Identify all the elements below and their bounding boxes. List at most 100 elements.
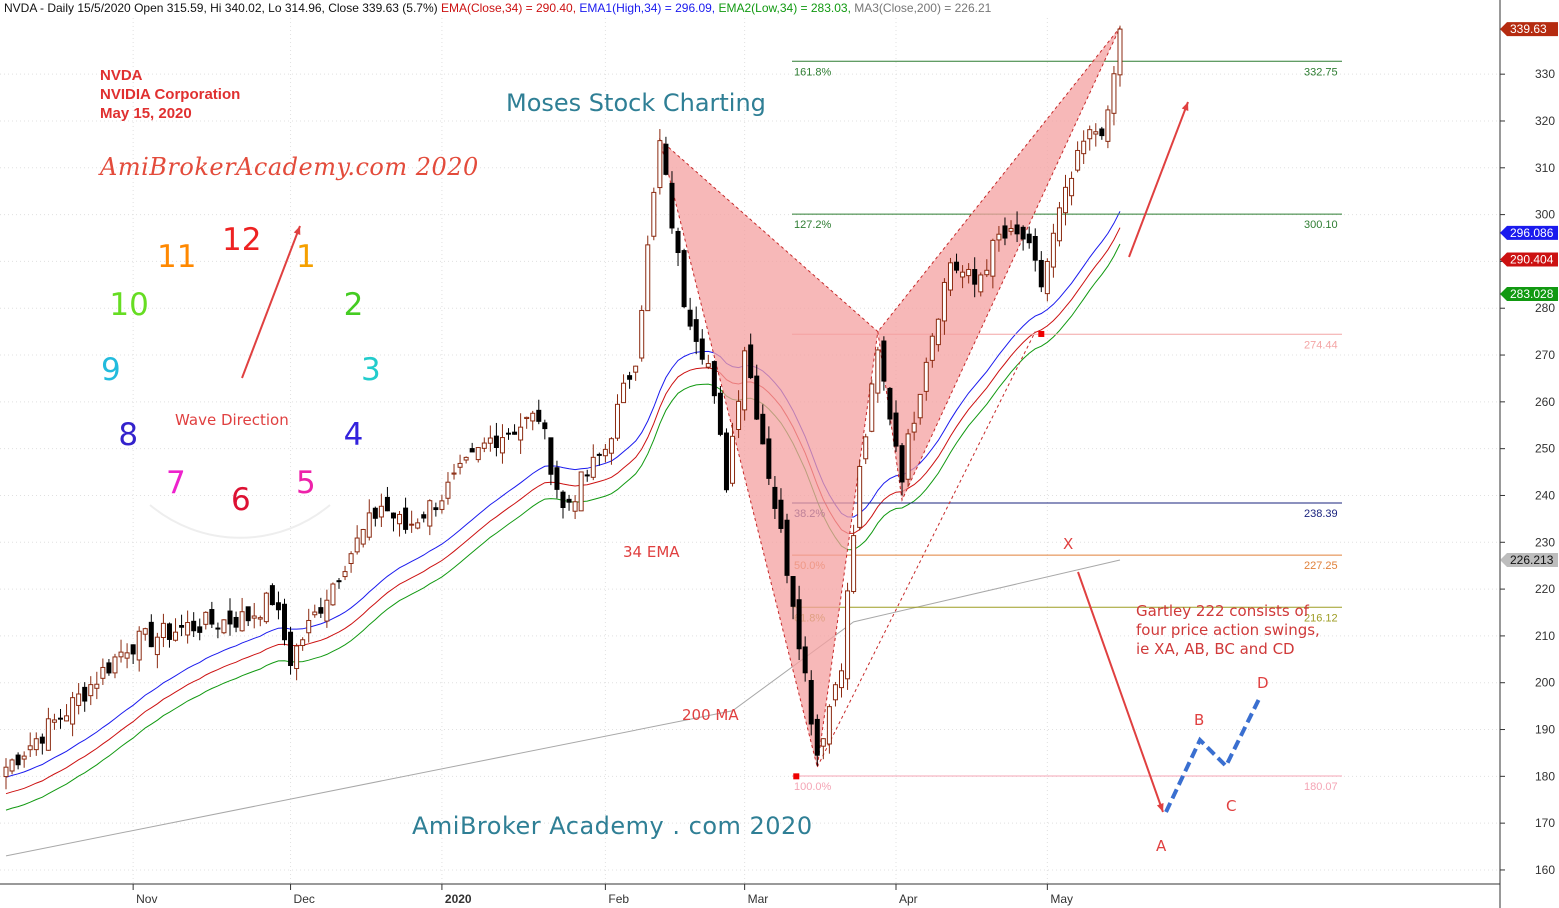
candle-up [1111, 73, 1117, 114]
candle-up [530, 412, 536, 422]
candle-up [984, 269, 990, 276]
candle-down [336, 580, 342, 583]
candle-up [705, 363, 711, 368]
fib-pct-label: 127.2% [794, 219, 832, 231]
candle-down [1020, 226, 1026, 240]
candle-down [57, 717, 63, 720]
candle-down [421, 514, 427, 519]
candle-up [100, 666, 106, 679]
candle-up [839, 670, 844, 689]
candle-down [584, 474, 590, 477]
candle-down [784, 519, 790, 576]
candle-up [832, 684, 838, 701]
value-badge [1500, 225, 1558, 240]
candle-down [954, 261, 960, 271]
ema1-line [5, 211, 1121, 778]
candle-up [251, 615, 257, 619]
candle-up [1063, 186, 1069, 214]
candle-up [614, 403, 620, 439]
candle-up [487, 437, 493, 444]
value-badge [1500, 287, 1558, 302]
candle-down [384, 496, 390, 512]
candle-up [124, 652, 130, 659]
candle-up [439, 500, 445, 510]
ticker-symbol: NVDA [100, 67, 143, 84]
candle-down [802, 646, 808, 674]
candle-up [3, 766, 9, 778]
candle-down [227, 610, 233, 625]
candle-up [875, 349, 881, 394]
candle-up [1050, 232, 1056, 268]
pattern-label-a: A [1156, 837, 1167, 855]
pattern-label-d: D [1257, 674, 1269, 692]
candle-up [911, 422, 917, 433]
candle-up [1069, 177, 1075, 197]
clock-number-5: 5 [296, 464, 316, 501]
candle-up [21, 755, 27, 760]
candle-up [518, 426, 524, 441]
ema-label: EMA(Close,34) = 290.40, [440, 1, 577, 15]
fib-value-label: 300.10 [1304, 219, 1338, 231]
candle-up [475, 447, 481, 461]
candle-up [239, 611, 245, 632]
candle-down [717, 392, 723, 435]
candle-up [929, 335, 935, 361]
candle-up [330, 583, 336, 606]
y-tick-label: 270 [1535, 348, 1555, 362]
candle-down [542, 422, 548, 430]
moses-title: Moses Stock Charting [506, 89, 766, 117]
ticker-line: NVDA - Daily 15/5/2020 Open 315.59, Hi 3… [4, 1, 438, 15]
candle-up [905, 433, 911, 480]
candle-down [723, 432, 729, 491]
candle-up [941, 281, 947, 322]
candle-down [469, 448, 475, 453]
candle-down [233, 616, 239, 628]
candle-down [148, 621, 154, 648]
candle-down [772, 486, 778, 509]
candle-down [536, 409, 542, 422]
wave-direction-label: Wave Direction [175, 411, 289, 429]
candle-down [693, 319, 699, 342]
y-tick-label: 190 [1535, 723, 1555, 737]
value-badge-label: 226.213 [1510, 553, 1554, 567]
value-badge-label: 339.63 [1510, 22, 1547, 36]
candle-up [857, 465, 863, 528]
y-tick-label: 230 [1535, 535, 1555, 549]
candle-down [275, 602, 281, 611]
x-tick-label: 2020 [445, 892, 472, 906]
x-tick-label: Nov [136, 892, 157, 906]
candle-up [88, 684, 94, 697]
candle-down [493, 435, 499, 449]
footer-watermark: AmiBroker Academy . com 2020 [412, 812, 813, 840]
candle-down [899, 445, 905, 483]
candle-up [639, 309, 645, 359]
clock-number-11: 11 [157, 239, 197, 276]
clock-number-7: 7 [166, 464, 186, 501]
candle-down [1038, 259, 1044, 288]
value-badge-label: 290.404 [1510, 253, 1554, 267]
y-tick-label: 220 [1535, 582, 1555, 596]
candle-up [869, 383, 875, 432]
candle-up [118, 651, 124, 658]
candle-up [1044, 260, 1050, 295]
clock-arrow-head [293, 226, 301, 235]
candle-up [366, 512, 372, 538]
value-badge-label: 283.028 [1510, 287, 1554, 301]
trend-arrow-up-head [1181, 102, 1189, 111]
candle-up [1093, 131, 1099, 135]
candle-down [893, 412, 899, 447]
candle-up [845, 590, 851, 680]
pattern-label-b: B [1194, 711, 1205, 729]
candle-down [82, 686, 88, 702]
candle-down [596, 453, 602, 456]
clock-arrow [241, 225, 301, 379]
y-tick-label: 180 [1535, 769, 1555, 783]
candle-up [463, 456, 469, 461]
clock-arc [149, 504, 331, 539]
fib-value-label: 227.25 [1304, 560, 1338, 572]
candle-up [947, 262, 953, 291]
candle-down [663, 143, 669, 175]
y-tick-label: 200 [1535, 676, 1555, 690]
ma3-label: MA3(Close,200) = 226.21 [854, 1, 992, 15]
candle-up [112, 656, 118, 674]
